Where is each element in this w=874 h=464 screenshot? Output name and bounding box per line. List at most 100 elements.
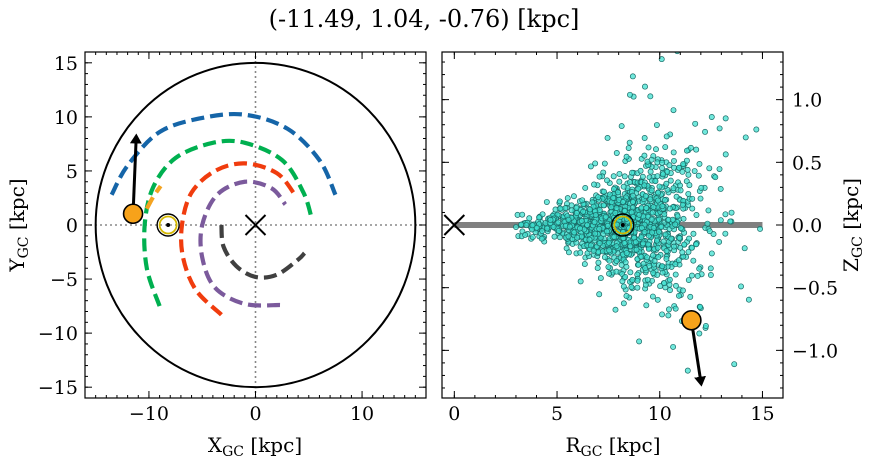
star-point: [667, 287, 673, 294]
star-point: [636, 211, 643, 218]
star-point: [622, 259, 629, 266]
star-point: [610, 194, 617, 201]
star-point: [590, 247, 597, 254]
left-y-tick-label: 10: [54, 107, 78, 129]
star-point: [648, 156, 655, 163]
star-point: [566, 223, 573, 230]
star-point: [689, 272, 695, 279]
star-point: [645, 241, 652, 248]
right-panel: 0 5 10 15 −1.0 −0.5 0.0 0.5 1.0 RGC [kpc] ZGC […: [441, 43, 866, 460]
star-point: [577, 278, 584, 285]
star-point: [680, 215, 687, 222]
star-point: [568, 207, 575, 214]
star-point: [668, 235, 675, 242]
star-point: [543, 199, 550, 205]
star-point: [623, 293, 630, 299]
right-x-tick-label: 5: [551, 403, 563, 425]
star-point: [710, 231, 717, 238]
star-point: [676, 235, 683, 242]
star-point: [612, 306, 619, 313]
star-point: [660, 238, 667, 245]
spiral-arm-4: [178, 161, 297, 317]
star-point: [673, 193, 680, 200]
star-point: [555, 227, 562, 234]
sun-marker-ring-right: [613, 215, 633, 235]
right-x-tick-label: 10: [648, 403, 672, 425]
star-point: [562, 205, 569, 212]
star-point: [656, 183, 663, 190]
star-point: [649, 229, 655, 236]
star-point: [577, 249, 584, 256]
galactic-center-marker-right: [443, 214, 466, 236]
spiral-arm-3: [144, 184, 163, 210]
star-point: [626, 139, 633, 146]
star-point: [606, 270, 612, 277]
star-point: [641, 152, 648, 159]
star-point: [620, 283, 627, 290]
star-point: [642, 265, 649, 272]
star-point: [596, 240, 603, 247]
star-point: [555, 219, 562, 226]
star-point: [685, 248, 692, 255]
star-point: [592, 230, 599, 237]
star-point: [667, 177, 674, 184]
star-point: [666, 205, 673, 212]
left-x-tick-label: 10: [350, 403, 374, 425]
star-point: [659, 311, 665, 318]
star-point: [684, 166, 691, 173]
star-point: [582, 185, 589, 191]
star-point: [644, 254, 651, 261]
right-y-tick-label: −0.5: [792, 278, 838, 300]
left-x-axis-label: XGC [kpc]: [208, 433, 302, 460]
star-point: [655, 197, 662, 204]
star-point: [683, 157, 690, 164]
star-point: [596, 173, 603, 180]
star-point: [712, 174, 719, 181]
star-point: [722, 211, 729, 218]
star-point: [670, 149, 677, 156]
left-y-tick-label: −5: [50, 269, 78, 291]
star-point: [670, 343, 677, 350]
star-point: [630, 192, 636, 199]
star-point: [689, 205, 696, 212]
star-point: [689, 195, 696, 202]
star-point: [663, 133, 670, 140]
left-y-tick-labels: −15 −10 −5 0 5 10 15: [38, 53, 78, 399]
left-x-tick-label: −10: [129, 403, 169, 425]
star-point: [625, 145, 632, 151]
star-point: [716, 238, 723, 245]
right-x-tick-label: 15: [750, 403, 774, 425]
star-point: [654, 173, 661, 180]
star-point: [679, 249, 686, 256]
sun-marker-outer: [156, 213, 180, 237]
star-point: [649, 293, 656, 300]
star-point: [604, 222, 611, 229]
star-point: [547, 217, 554, 223]
star-point: [753, 126, 760, 133]
right-x-tick-label: 0: [448, 403, 460, 425]
star-point: [757, 226, 763, 232]
star-point: [647, 196, 654, 203]
spiral-arm-5: [198, 179, 288, 308]
star-point: [522, 232, 529, 238]
star-point: [693, 241, 700, 248]
star-point: [680, 161, 687, 167]
star-point: [663, 180, 670, 187]
star-point: [641, 135, 648, 141]
right-y-tick-label: 0.5: [792, 152, 822, 174]
star-point: [638, 253, 645, 260]
star-point: [650, 204, 657, 211]
star-point: [653, 122, 660, 128]
star-point: [696, 265, 703, 272]
star-point: [638, 224, 645, 231]
star-point: [650, 270, 657, 276]
star-point: [612, 43, 617, 48]
star-point: [707, 265, 714, 272]
star-point: [659, 203, 666, 210]
star-point: [620, 300, 627, 307]
star-point: [681, 241, 688, 248]
star-point: [606, 257, 613, 264]
left-y-tick-label: 5: [66, 161, 78, 183]
star-scatter-group: [513, 43, 763, 374]
